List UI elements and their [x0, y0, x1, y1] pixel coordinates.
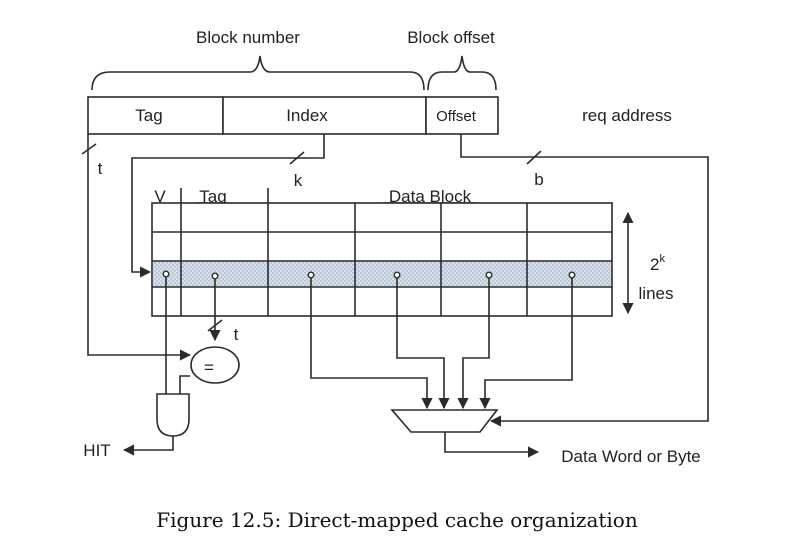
offset-wire — [460, 134, 709, 427]
figure-caption: Figure 12.5: Direct-mapped cache organiz… — [156, 508, 638, 532]
block-number-brace — [91, 55, 425, 91]
index-field-label: Index — [286, 106, 328, 125]
data-word-wire-2 — [396, 278, 450, 410]
lines-label: lines — [639, 284, 674, 303]
offset-field-label: Offset — [436, 108, 477, 125]
hit-wire — [122, 436, 174, 456]
comparator-symbol: = — [204, 358, 214, 377]
index-field — [222, 96, 427, 135]
tag-field — [87, 96, 224, 135]
tag-wire-width: t — [98, 159, 103, 178]
data-word-wire-1 — [310, 278, 433, 410]
cache-table — [151, 202, 613, 317]
req-address-label: req address — [582, 106, 672, 125]
index-wire — [131, 134, 325, 278]
offset-field — [425, 96, 499, 135]
tag-wire — [87, 134, 192, 361]
block-offset-label: Block offset — [407, 28, 495, 47]
data-word-label: Data Word or Byte — [561, 447, 701, 466]
comparator-out-wire — [179, 375, 190, 394]
block-offset-brace — [427, 55, 497, 91]
tag-column-header: Tag — [199, 187, 226, 206]
tag-field-label: Tag — [135, 106, 162, 125]
word-multiplexer — [390, 409, 499, 433]
mux-output-wire — [444, 432, 540, 458]
index-wire-width: k — [294, 171, 303, 190]
hit-label: HIT — [83, 441, 110, 460]
data-word-wire-4 — [479, 278, 573, 410]
data-block-header: Data Block — [389, 187, 472, 206]
valid-column-header: V — [154, 187, 166, 206]
selected-cache-line — [153, 261, 611, 287]
stored-tag-width: t — [234, 325, 239, 344]
line-taps — [162, 270, 576, 280]
index-wire-slash — [289, 151, 305, 165]
offset-wire-width: b — [534, 170, 543, 189]
block-number-label: Block number — [196, 28, 300, 47]
data-word-wire-3 — [457, 278, 490, 410]
lines-count: 2k — [650, 253, 665, 274]
and-gate — [156, 393, 190, 437]
stored-tag-slash — [207, 319, 223, 332]
offset-wire-slash — [526, 150, 542, 165]
tag-wire-slash — [81, 143, 97, 155]
tag-comparator — [190, 346, 240, 384]
